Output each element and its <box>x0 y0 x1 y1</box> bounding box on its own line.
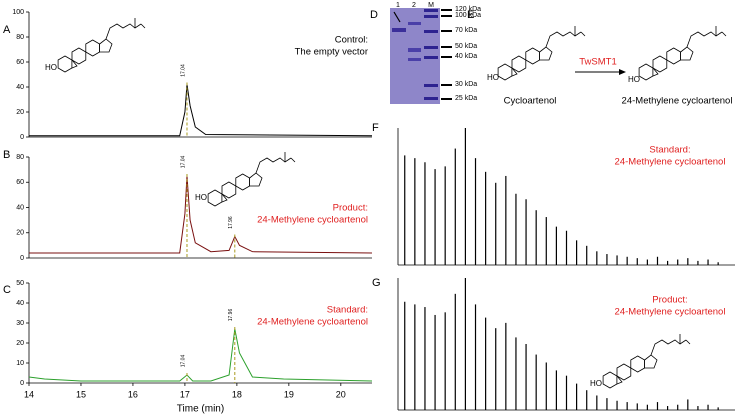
marker-label: 120 kDa <box>455 6 481 13</box>
gel-band <box>424 15 438 18</box>
x-axis-label: Time (min) <box>177 404 224 415</box>
structure-drawing <box>602 333 691 389</box>
chromatogram-line <box>28 328 373 382</box>
lane-label: 1 <box>396 2 400 9</box>
gel-band <box>408 48 421 52</box>
marker-label: 70 kDa <box>455 27 477 34</box>
y-tick-label: 40 <box>16 84 24 91</box>
x-tick-label: 15 <box>76 389 86 399</box>
peak-label: 17.04 <box>180 355 186 368</box>
panel-note: 24-Methylene cycloartenol <box>257 215 368 226</box>
peak-label: 17.04 <box>180 64 186 77</box>
x-tick-label: 20 <box>336 389 346 399</box>
enzyme-name: TwSMT1 <box>579 57 616 68</box>
lane-label: 2 <box>412 2 416 9</box>
peak-label: 17.04 <box>180 155 186 168</box>
chart-panel: F Standard:24-Methylene cycloartenol <box>372 122 735 266</box>
y-tick-label: 20 <box>16 340 24 347</box>
panel-letter: G <box>372 277 381 289</box>
gel-arrow <box>393 11 401 23</box>
gel-band <box>424 56 438 59</box>
gel-band <box>424 84 438 87</box>
y-tick-label: 50 <box>16 280 24 287</box>
panel-letter: A <box>3 24 11 36</box>
panel-note: Control: <box>335 35 368 46</box>
panel-note: Product: <box>333 203 368 214</box>
structure-drawing <box>57 17 146 73</box>
panel-letter: E <box>467 9 474 21</box>
panel-note: The empty vector <box>295 47 368 58</box>
gel-band <box>424 97 438 100</box>
structure-drawing <box>207 151 296 207</box>
panel-note: 24-Methylene cycloartenol <box>615 307 726 318</box>
panel-note: Standard: <box>327 305 368 316</box>
marker-label: 25 kDa <box>455 95 477 102</box>
gel-band <box>424 46 438 49</box>
gel-band <box>424 30 438 33</box>
gel-band <box>408 22 421 25</box>
y-tick-label: 30 <box>16 320 24 327</box>
panel-note: 24-Methylene cycloartenol <box>257 317 368 328</box>
y-tick-label: 0 <box>20 134 24 141</box>
x-tick-label: 17 <box>180 389 190 399</box>
gel-band <box>392 28 406 32</box>
arrow-head <box>619 69 626 75</box>
y-tick-label: 100 <box>12 9 24 16</box>
y-tick-label: 0 <box>20 255 24 262</box>
x-tick-label: 19 <box>284 389 294 399</box>
x-tick-label: 14 <box>24 389 34 399</box>
peak-label: 17.96 <box>228 216 234 229</box>
marker-label: 30 kDa <box>455 81 477 88</box>
y-tick-label: 60 <box>16 59 24 66</box>
panel-letter: B <box>3 149 10 161</box>
y-tick-label: 20 <box>16 230 24 237</box>
y-tick-label: 40 <box>16 300 24 307</box>
chart-panel: A 0 20 40 60 80 100 Control:The empty vector 17.… <box>3 9 373 141</box>
structure-drawing <box>638 25 727 81</box>
marker-label: 50 kDa <box>455 43 477 50</box>
x-tick-label: 16 <box>128 389 138 399</box>
structure-drawing <box>497 25 586 81</box>
marker-label: 40 kDa <box>455 53 477 60</box>
panel-note: Product: <box>652 295 687 306</box>
y-tick-label: 0 <box>20 380 24 387</box>
structure-label: HO <box>195 193 207 202</box>
chromatogram-line <box>29 84 373 137</box>
y-tick-label: 60 <box>16 179 24 186</box>
chart-panel: B 0 20 40 60 80 Product:24-Methylene cycloarte… <box>3 149 373 262</box>
structure-label: HO <box>487 73 499 82</box>
chromatogram-line <box>29 175 373 254</box>
peak-label: 17.96 <box>228 309 234 322</box>
lane-label: M <box>428 2 434 9</box>
chart-panel: C 0 10 20 30 40 50 14 15 16 17 18 19 20 Time (min) Stan… <box>3 280 373 415</box>
gel-band <box>408 58 421 61</box>
marker-label: 100 kDa <box>455 12 481 19</box>
reaction-panel: E HO Cycloartenol TwSMT1 HO 24-Methylene… <box>467 9 732 107</box>
panel-letter: C <box>3 284 11 296</box>
x-tick-label: 18 <box>232 389 242 399</box>
y-tick-label: 10 <box>16 360 24 367</box>
y-tick-label: 20 <box>16 109 24 116</box>
panel-letter: D <box>370 9 378 21</box>
substrate-name: Cycloartenol <box>504 96 557 107</box>
gel-band <box>424 9 438 12</box>
structure-label: HO <box>590 379 602 388</box>
panel-letter: F <box>372 122 379 134</box>
y-tick-label: 40 <box>16 204 24 211</box>
panel-note: 24-Methylene cycloartenol <box>615 157 726 168</box>
product-name: 24-Methylene cycloartenol <box>622 96 733 107</box>
chart-panel: G Product:24-Methylene cycloartenol <box>372 277 735 411</box>
y-tick-label: 80 <box>16 154 24 161</box>
structure-label: HO <box>45 63 57 72</box>
y-tick-label: 80 <box>16 34 24 41</box>
structure-label: HO <box>628 75 640 84</box>
panel-note: Standard: <box>649 145 690 156</box>
